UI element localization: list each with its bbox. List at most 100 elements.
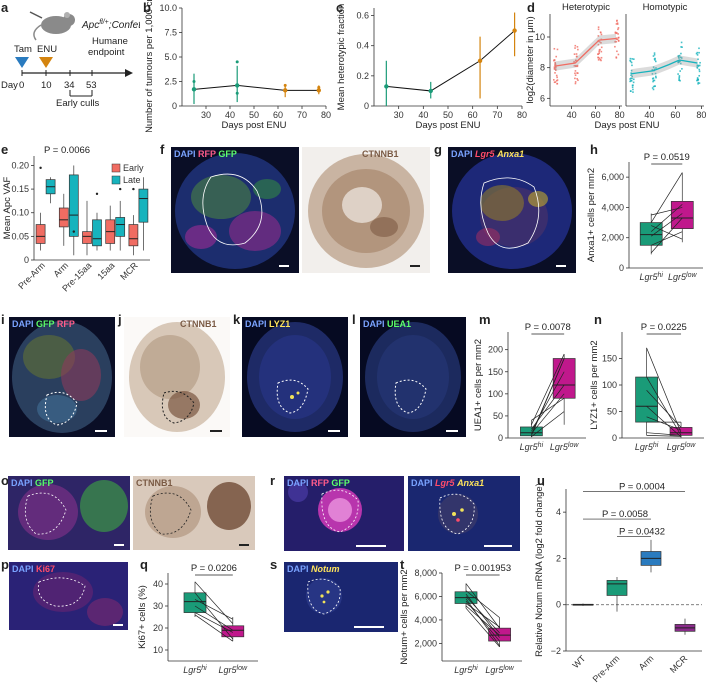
scatter-point [554,62,557,64]
scatter-point [614,40,616,43]
x-tick-label: 60 [468,110,478,120]
scatter-point [630,69,633,72]
y-tick-label: 150 [488,367,503,377]
scatter-point [598,50,600,53]
scatter-point [680,41,683,44]
scatter-point [653,53,656,56]
scatter-point [616,20,618,22]
scatter-point [617,36,620,39]
scatter-point [599,58,602,61]
y-tick-label: 30 [153,601,163,611]
y-axis-label: Anxa1+ cells per mm2 [586,168,597,262]
micrograph-f-ctnnb1: CTNNB1 [302,147,430,273]
pair-line [531,397,565,421]
y-tick-label: 8 [540,63,545,73]
x-tick-label: Arm [51,260,70,279]
legend-swatch [111,175,121,185]
panel-label-s: s [270,557,278,572]
x-tick-label: MCR [118,260,140,282]
panel-label-e: e [1,142,9,157]
pair-line [465,603,500,628]
p-value-q: P = 0.0206 [191,563,237,574]
day-34: 34 [64,80,75,91]
micrograph-j: CTNNB1 [124,317,230,437]
box-body [670,201,694,229]
pair-line [531,393,565,434]
y-tick-label: 6,000 [601,172,624,182]
micrograph-s: DAPI Notum [284,562,398,632]
scatter-point [553,67,556,69]
scatter-point [630,90,632,92]
y-tick-label: 100 [488,389,503,399]
scatter-point [632,88,634,91]
scatter-point [652,55,655,57]
y-tick-label: 0.4 [356,41,369,51]
x-tick-label: WT [570,653,587,670]
scatter-point [699,61,701,64]
series-line [193,84,319,91]
scatter-point [617,27,620,29]
scatter-point [577,48,579,51]
p-value-m: P = 0.0078 [525,322,571,333]
scatter-point [630,74,632,77]
scatter-point [652,80,654,83]
scatter-point [651,69,654,71]
scatter-point [555,55,558,58]
scatter-point [554,68,557,70]
scatter-point [574,77,576,80]
scatter-point [680,52,682,55]
panel-label-q: q [140,557,148,572]
scatter-point [615,32,618,35]
series-line [386,30,515,92]
scatter-point [631,84,634,87]
stain-label-f-right: CTNNB1 [362,149,399,159]
micrograph-r-rnascope: DAPI Lgr5 Anxa1 [408,476,520,551]
y-tick-label: 5.0 [164,52,177,62]
micrograph-o-fluorescence: DAPI GFP [8,476,130,550]
panel-label-m: m [479,312,491,327]
x-tick-label: 70 [297,110,307,120]
x-tick-label: 60 [591,110,601,120]
raw-point [317,85,321,89]
scatter-point [652,79,655,82]
pair-line [646,405,682,438]
scatter-point [679,56,682,59]
scatter-point [629,78,631,80]
x-tick-label: Lgr5low [667,442,696,452]
scatter-point [553,66,556,68]
chart-t: 2,000 4,000 6,000 8,000 Notum+ cells per mm2… [399,563,522,675]
scatter-point [555,69,557,71]
panel-label-u: u [537,473,545,488]
y-tick-label: 50 [493,411,503,421]
pair-line [465,598,500,646]
pair-line [650,213,683,237]
box-body [183,592,207,613]
scatter-point [576,46,579,48]
pair-line [650,217,683,254]
y-tick-label: 10 [153,645,163,655]
scatter-point [616,22,619,24]
scatter-point [654,75,657,78]
stain-label-k: DAPI LYZ1 [245,319,291,329]
scatter-point [697,65,700,67]
scatter-point [597,26,600,28]
x-tick-label: 40 [567,110,577,120]
outlier-point [95,192,99,196]
scatter-point [597,53,599,56]
y-tick-label: 0.6 [356,11,369,21]
scatter-point [553,79,555,81]
facet-title: Heterotypic [562,2,610,13]
scatter-point [615,57,618,59]
box-body [221,625,245,638]
scatter-point [574,47,576,49]
y-axis-label: log2(diameter in μm) [525,16,536,103]
scatter-point [629,80,631,83]
scatter-point [631,58,634,60]
chart-q: 10 20 30 40 Ki67+ cells (%) P = 0.0206 Lgr5hi L… [137,563,258,675]
pair-line [194,599,233,620]
chart-m: 0 50 100 150 200 UEA1+ cells per mm2 P = 0.007… [473,322,586,452]
scatter-point [554,72,556,74]
scatter-point [615,38,618,41]
scatter-point [617,53,620,56]
y-tick-label: 100 [602,380,617,390]
